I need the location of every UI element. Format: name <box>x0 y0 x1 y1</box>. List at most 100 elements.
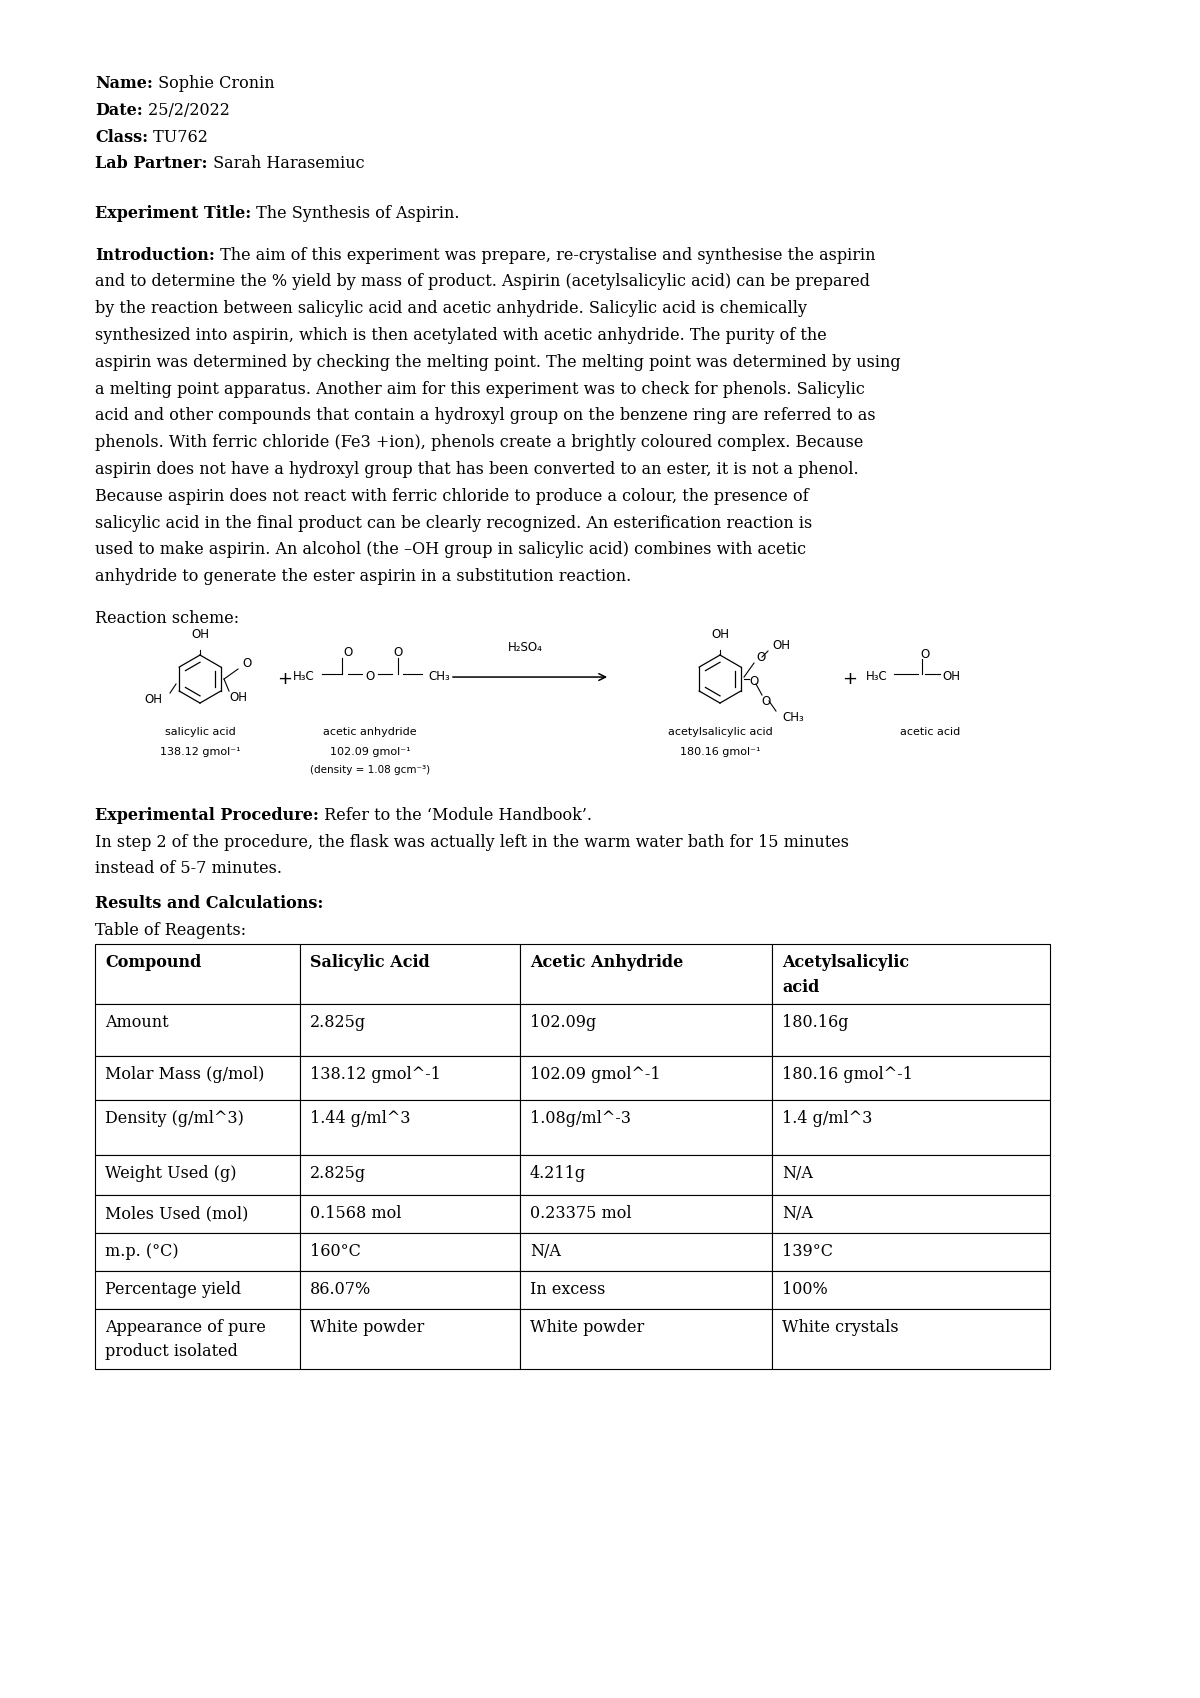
Text: O: O <box>761 694 770 708</box>
Text: Density (g/ml^3): Density (g/ml^3) <box>106 1110 244 1127</box>
Text: aspirin does not have a hydroxyl group that has been converted to an ester, it i: aspirin does not have a hydroxyl group t… <box>95 460 859 477</box>
Text: N/A: N/A <box>530 1243 560 1260</box>
Text: Sophie Cronin: Sophie Cronin <box>152 75 275 92</box>
Bar <box>300 1233 520 1270</box>
Text: OH: OH <box>229 691 247 703</box>
Text: 102.09 gmol^-1: 102.09 gmol^-1 <box>530 1066 661 1083</box>
Text: OH: OH <box>144 693 162 706</box>
Text: salicylic acid: salicylic acid <box>164 727 235 737</box>
Text: O: O <box>920 647 930 661</box>
Bar <box>520 1233 772 1270</box>
Text: Experiment Title:: Experiment Title: <box>95 205 251 222</box>
Text: Introduction:: Introduction: <box>95 246 215 263</box>
Text: CH₃: CH₃ <box>782 710 804 723</box>
Bar <box>520 1155 772 1195</box>
Text: Acetylsalicylic: Acetylsalicylic <box>782 954 910 971</box>
Text: O: O <box>343 645 353 659</box>
Text: CH₃: CH₃ <box>428 669 450 683</box>
Text: White crystals: White crystals <box>782 1319 899 1336</box>
Text: 1.4 g/ml^3: 1.4 g/ml^3 <box>782 1110 872 1127</box>
Bar <box>520 1056 772 1100</box>
Bar <box>772 1195 1050 1233</box>
Text: Weight Used (g): Weight Used (g) <box>106 1165 236 1182</box>
Bar <box>95 1195 300 1233</box>
Text: used to make aspirin. An alcohol (the –OH group in salicylic acid) combines with: used to make aspirin. An alcohol (the –O… <box>95 542 806 559</box>
Bar <box>300 1270 520 1309</box>
Text: Amount: Amount <box>106 1014 169 1031</box>
Bar <box>300 1004 520 1056</box>
Text: 4.211g: 4.211g <box>530 1165 586 1182</box>
Text: H₃C: H₃C <box>293 669 316 683</box>
Text: O: O <box>756 650 766 664</box>
Bar <box>95 1056 300 1100</box>
Text: In excess: In excess <box>530 1280 605 1297</box>
Bar <box>300 944 520 1004</box>
Text: Compound: Compound <box>106 954 202 971</box>
Bar <box>520 1270 772 1309</box>
Text: 0.23375 mol: 0.23375 mol <box>530 1206 631 1223</box>
Text: OH: OH <box>710 628 730 642</box>
Bar <box>300 1100 520 1155</box>
Text: O: O <box>242 657 251 669</box>
Bar <box>520 1195 772 1233</box>
Text: +: + <box>842 671 858 688</box>
Bar <box>772 1100 1050 1155</box>
Text: 25/2/2022: 25/2/2022 <box>143 102 229 119</box>
Bar <box>95 1004 300 1056</box>
Text: acetic anhydride: acetic anhydride <box>323 727 416 737</box>
Text: 102.09g: 102.09g <box>530 1014 596 1031</box>
Text: 1.08g/ml^-3: 1.08g/ml^-3 <box>530 1110 631 1127</box>
Text: product isolated: product isolated <box>106 1343 238 1360</box>
Text: 102.09 gmol⁻¹: 102.09 gmol⁻¹ <box>330 747 410 757</box>
Text: phenols. With ferric chloride (Fe3 +ion), phenols create a brightly coloured com: phenols. With ferric chloride (Fe3 +ion)… <box>95 435 863 452</box>
Text: 180.16g: 180.16g <box>782 1014 848 1031</box>
Text: Because aspirin does not react with ferric chloride to produce a colour, the pre: Because aspirin does not react with ferr… <box>95 487 809 504</box>
Bar <box>772 1155 1050 1195</box>
Text: Date:: Date: <box>95 102 143 119</box>
Bar <box>520 1100 772 1155</box>
Text: Refer to the ‘Module Handbook’.: Refer to the ‘Module Handbook’. <box>319 807 592 824</box>
Bar <box>95 1309 300 1369</box>
Text: Reaction scheme:: Reaction scheme: <box>95 610 239 627</box>
Bar <box>95 1233 300 1270</box>
Bar <box>520 1309 772 1369</box>
Bar <box>772 1056 1050 1100</box>
Bar <box>95 1100 300 1155</box>
Text: Salicylic Acid: Salicylic Acid <box>310 954 430 971</box>
Bar <box>95 1270 300 1309</box>
Text: by the reaction between salicylic acid and acetic anhydride. Salicylic acid is c: by the reaction between salicylic acid a… <box>95 301 808 318</box>
Bar <box>300 1056 520 1100</box>
Text: H₃C: H₃C <box>866 669 888 683</box>
Text: Percentage yield: Percentage yield <box>106 1280 241 1297</box>
Text: H₂SO₄: H₂SO₄ <box>508 642 542 654</box>
Text: Lab Partner:: Lab Partner: <box>95 156 208 173</box>
Bar <box>300 1195 520 1233</box>
Text: Sarah Harasemiuc: Sarah Harasemiuc <box>208 156 364 173</box>
Text: TU762: TU762 <box>148 129 208 146</box>
Text: 2.825g: 2.825g <box>310 1014 366 1031</box>
Text: m.p. (°C): m.p. (°C) <box>106 1243 179 1260</box>
Text: N/A: N/A <box>782 1165 812 1182</box>
Text: 139°C: 139°C <box>782 1243 833 1260</box>
Text: and to determine the % yield by mass of product. Aspirin (acetylsalicylic acid) : and to determine the % yield by mass of … <box>95 273 870 290</box>
Text: OH: OH <box>942 669 960 683</box>
Text: N/A: N/A <box>782 1206 812 1223</box>
Text: Acetic Anhydride: Acetic Anhydride <box>530 954 683 971</box>
Text: acetylsalicylic acid: acetylsalicylic acid <box>667 727 773 737</box>
Text: 180.16 gmol^-1: 180.16 gmol^-1 <box>782 1066 913 1083</box>
Text: O: O <box>365 669 374 683</box>
Text: 180.16 gmol⁻¹: 180.16 gmol⁻¹ <box>679 747 761 757</box>
Bar <box>300 1309 520 1369</box>
Bar <box>772 944 1050 1004</box>
Text: salicylic acid in the final product can be clearly recognized. An esterification: salicylic acid in the final product can … <box>95 514 812 531</box>
Text: 1.44 g/ml^3: 1.44 g/ml^3 <box>310 1110 410 1127</box>
Text: Name:: Name: <box>95 75 152 92</box>
Text: 100%: 100% <box>782 1280 828 1297</box>
Bar <box>772 1233 1050 1270</box>
Text: 2.825g: 2.825g <box>310 1165 366 1182</box>
Text: White powder: White powder <box>530 1319 644 1336</box>
Bar <box>772 1309 1050 1369</box>
Text: anhydride to generate the ester aspirin in a substitution reaction.: anhydride to generate the ester aspirin … <box>95 569 631 586</box>
Text: Experimental Procedure:: Experimental Procedure: <box>95 807 319 824</box>
Bar <box>95 944 300 1004</box>
